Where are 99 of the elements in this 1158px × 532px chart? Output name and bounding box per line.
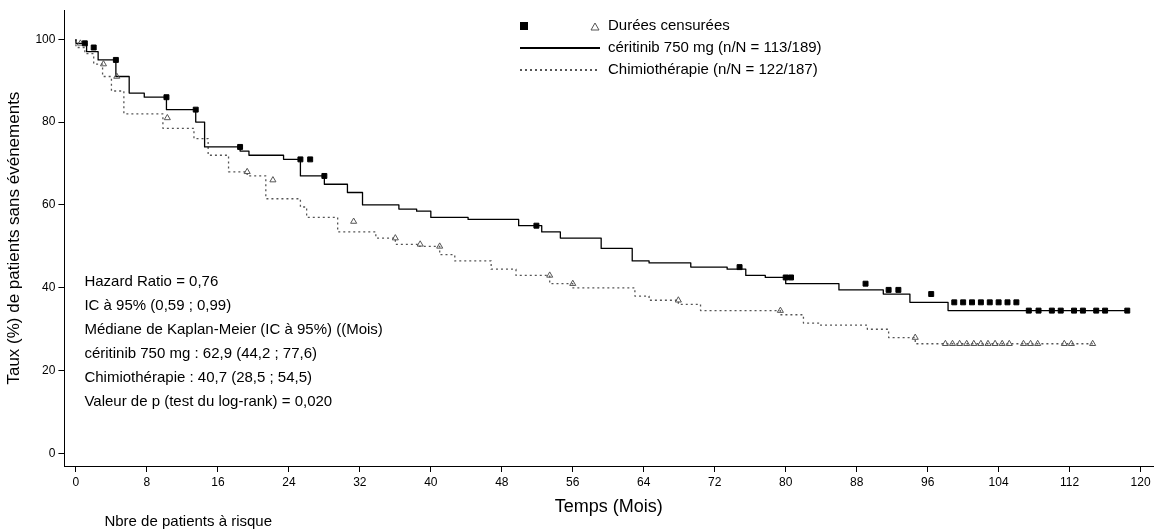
y-tick-label: 80 — [42, 114, 56, 129]
point — [1060, 339, 1068, 347]
point — [243, 167, 251, 175]
x-tick-label: 8 — [143, 474, 151, 489]
point — [1013, 299, 1020, 306]
point — [991, 339, 999, 347]
point — [895, 286, 902, 293]
legend-label: céritinib 750 mg (n/N = 113/189) — [608, 38, 822, 55]
x-tick-label: 72 — [708, 474, 722, 489]
annotation: Chimiothérapie : 40,7 (28,5 ; 54,5) — [84, 368, 313, 386]
x-tick-label: 40 — [424, 474, 438, 489]
point — [163, 94, 170, 101]
x-tick-label: 80 — [779, 474, 793, 489]
annotation: céritinib 750 mg : 62,9 (44,2 ; 77,6) — [84, 344, 318, 362]
point — [776, 306, 784, 313]
point — [1035, 307, 1042, 314]
point — [977, 339, 985, 347]
point — [1034, 339, 1042, 347]
point — [307, 156, 314, 163]
y-tick-label: 60 — [42, 197, 56, 212]
point — [1067, 339, 1075, 347]
text: Nbre de patients à risque — [104, 512, 273, 530]
point — [1071, 307, 1078, 314]
point — [911, 333, 919, 340]
x-tick-label: 104 — [988, 474, 1009, 489]
y-axis-title: Taux (%) de patients sans événements — [3, 91, 23, 385]
point — [90, 44, 97, 51]
point — [533, 222, 540, 229]
point — [1048, 307, 1055, 314]
point — [1124, 307, 1131, 314]
point — [984, 339, 992, 347]
point — [736, 264, 743, 271]
point — [674, 296, 682, 303]
point — [788, 274, 794, 281]
y-tick-label: 40 — [42, 280, 56, 295]
annotation: Hazard Ratio = 0,76 — [84, 272, 219, 290]
annotation: IC à 95% (0,59 ; 0,99) — [84, 296, 232, 314]
point — [956, 339, 964, 347]
point — [995, 299, 1002, 306]
point — [1027, 339, 1035, 347]
legend-label: Chimiothérapie (n/N = 122/187) — [608, 60, 818, 77]
point — [321, 172, 328, 179]
point — [163, 113, 171, 121]
point — [99, 60, 107, 67]
point — [969, 299, 975, 306]
point — [970, 339, 978, 347]
x-tick-label: 24 — [282, 474, 296, 489]
point — [1019, 339, 1027, 347]
point — [237, 143, 244, 150]
point — [569, 279, 577, 286]
point — [1079, 307, 1086, 314]
point — [76, 39, 84, 46]
x-tick-label: 120 — [1130, 474, 1151, 489]
point — [269, 176, 277, 183]
annotation: Valeur de p (test du log-rank) = 0,020 — [84, 392, 333, 410]
x-tick-label: 0 — [72, 474, 80, 489]
point — [928, 291, 935, 298]
point — [963, 339, 971, 347]
point — [1005, 339, 1013, 347]
x-tick-label: 56 — [566, 474, 580, 489]
point — [948, 339, 957, 347]
point — [1093, 307, 1100, 314]
point — [546, 271, 554, 278]
point — [192, 106, 199, 113]
point — [951, 299, 958, 306]
point — [977, 299, 984, 306]
point — [960, 299, 967, 306]
legend-title: Durées censurées — [608, 16, 730, 33]
point — [782, 274, 789, 281]
annotation: Médiane de Kaplan-Meier (IC à 95%) ((Mois) — [84, 320, 383, 338]
x-tick-label: 16 — [211, 474, 225, 489]
x-axis-title: Temps (Mois) — [554, 496, 663, 517]
point — [297, 156, 304, 163]
point — [1089, 339, 1097, 347]
x-tick-label: 32 — [353, 474, 367, 489]
point — [81, 40, 88, 47]
point — [436, 242, 444, 249]
point — [986, 299, 993, 306]
point — [862, 280, 869, 287]
point — [113, 72, 121, 79]
point — [1102, 307, 1109, 314]
point — [998, 339, 1006, 347]
point — [1025, 307, 1032, 314]
point — [416, 240, 424, 247]
x-tick-label: 112 — [1060, 474, 1080, 489]
point — [1057, 307, 1064, 314]
point — [112, 56, 119, 63]
y-tick-label: 100 — [35, 31, 56, 46]
point — [1004, 299, 1011, 306]
y-tick-label: 0 — [48, 445, 56, 460]
x-tick-label: 48 — [495, 474, 509, 489]
point — [941, 339, 949, 347]
x-tick-label: 88 — [850, 474, 864, 489]
x-tick-label: 96 — [920, 474, 935, 489]
point — [350, 217, 358, 224]
point — [885, 286, 892, 293]
y-tick-label: 20 — [42, 363, 56, 378]
point — [391, 234, 399, 241]
x-tick-label: 64 — [637, 474, 651, 489]
